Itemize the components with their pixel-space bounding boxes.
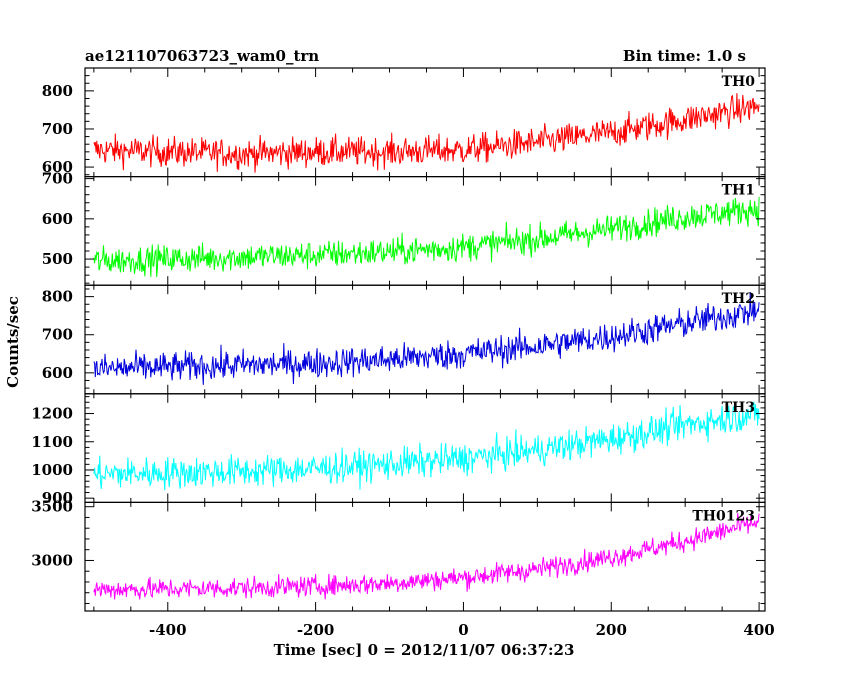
y-tick-label: 3500 (31, 498, 73, 516)
series-line-th2 (93, 291, 760, 385)
panel-label-th0123: TH0123 (692, 508, 755, 524)
x-tick-label: 0 (458, 621, 468, 639)
y-tick-label: 1000 (31, 461, 73, 479)
panel-th0: 600 700 800 TH0 (42, 67, 766, 178)
series-line-th3 (93, 401, 760, 491)
series-line-th0 (93, 93, 760, 173)
x-tick-label: 200 (596, 621, 627, 639)
x-tick-label: -400 (149, 621, 187, 639)
y-tick-label: 500 (42, 250, 73, 268)
y-tick-label: 700 (42, 120, 73, 138)
y-tick-label: 800 (42, 82, 73, 100)
y-tick-label: 3000 (31, 551, 73, 569)
series-line-th0123 (93, 513, 760, 600)
x-tick-label: -200 (297, 621, 335, 639)
panel-th1: 500 600 700 TH1 (42, 170, 766, 286)
y-tick-label: 1100 (31, 433, 73, 451)
y-axis-label: Counts/sec (4, 296, 22, 388)
panel-label-th1: TH1 (722, 183, 755, 199)
y-tick-label: 600 (42, 210, 73, 228)
panel-th0123: 3000 3500 TH0123 (31, 498, 766, 612)
x-axis-label: Time [sec] 0 = 2012/11/07 06:37:23 (274, 641, 575, 659)
y-tick-label: 700 (42, 326, 73, 344)
panel-frame (84, 393, 766, 503)
chart-title-right: Bin time: 1.0 s (623, 47, 746, 65)
panel-th2: 600 700 800 TH2 (42, 284, 766, 395)
y-tick-label: 900 (42, 489, 73, 507)
y-tick-label: 1200 (31, 405, 73, 423)
panel-frame (84, 284, 766, 395)
series-line-th1 (93, 196, 760, 278)
y-tick-label: 700 (42, 170, 73, 188)
chart-title-left: ae121107063723_wam0_trn (85, 47, 319, 65)
panel-label-th3: TH3 (722, 400, 755, 416)
panel-label-th2: TH2 (722, 291, 755, 307)
y-tick-label: 800 (42, 288, 73, 306)
panel-label-th0: TH0 (722, 74, 756, 90)
y-tick-label: 600 (42, 158, 73, 176)
panel-th3: 900 1000 1100 1200 TH3 (31, 393, 766, 507)
panel-frame (84, 501, 766, 612)
panel-frame (84, 176, 766, 286)
y-tick-label: 600 (42, 364, 73, 382)
x-tick-label: 400 (743, 621, 774, 639)
